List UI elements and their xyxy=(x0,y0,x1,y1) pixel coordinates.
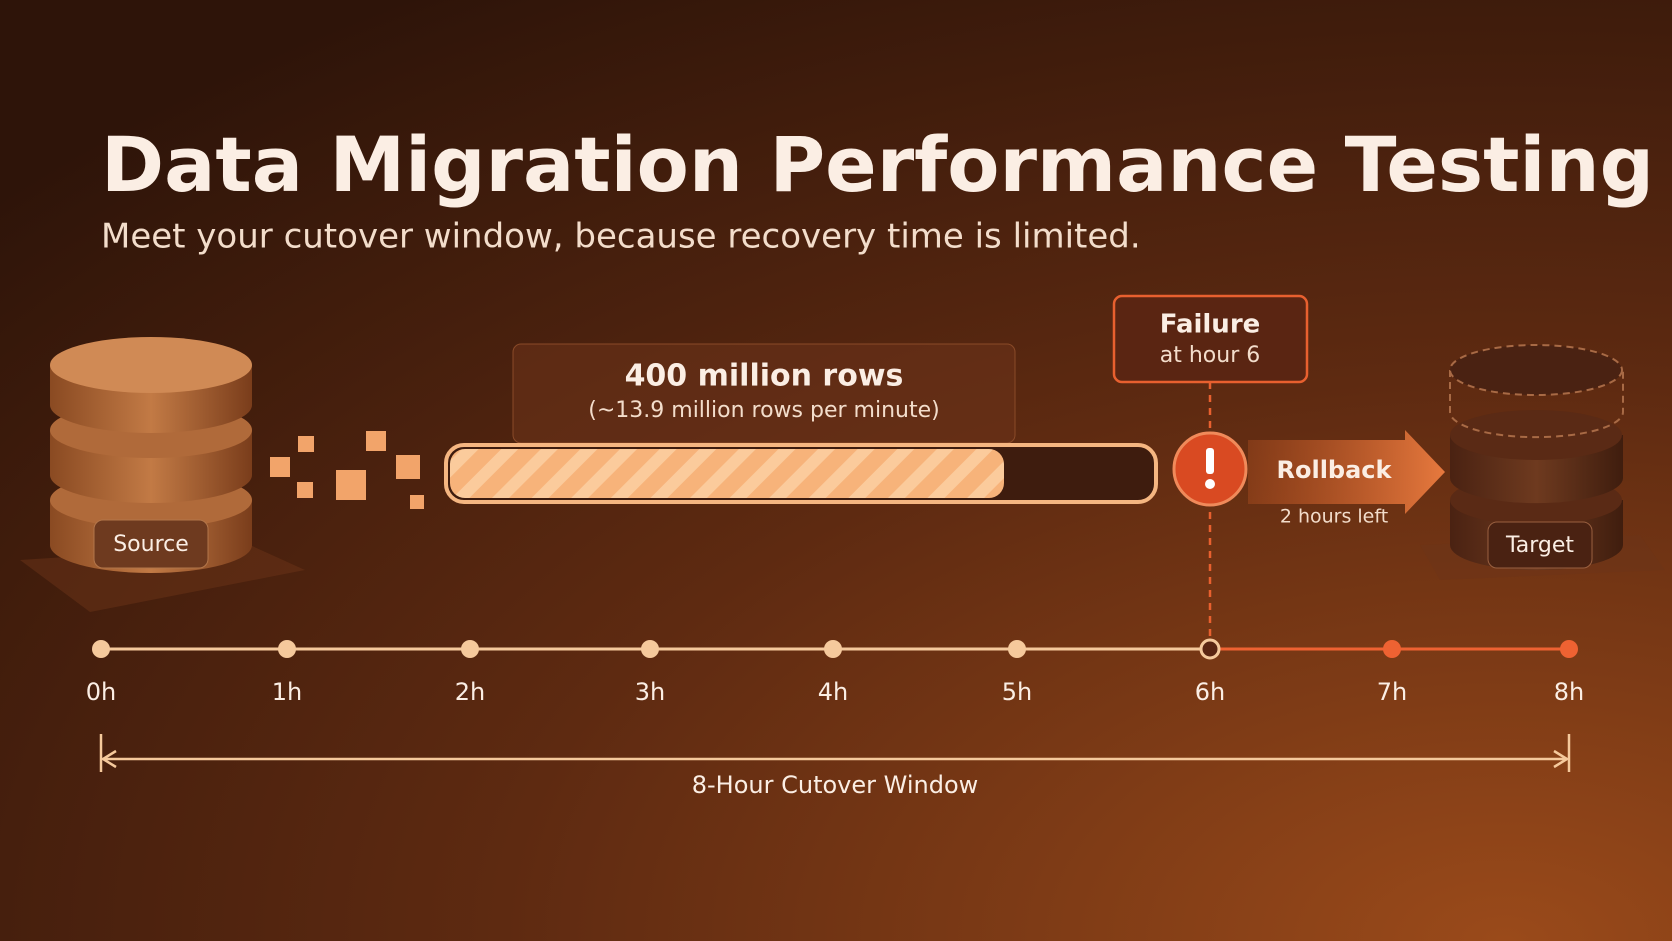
timeline-dot xyxy=(641,640,659,658)
timeline-dot xyxy=(1199,638,1221,660)
window-label: 8-Hour Cutover Window xyxy=(692,771,979,799)
timeline-dot xyxy=(278,640,296,658)
data-blocks xyxy=(270,431,424,509)
timeline-dot xyxy=(1383,640,1401,658)
target-label: Target xyxy=(1505,533,1574,558)
timeline-label: 7h xyxy=(1377,678,1407,706)
timeline-label: 2h xyxy=(455,678,485,706)
failure-icon-bar xyxy=(1206,448,1214,474)
timeline-label: 6h xyxy=(1195,678,1225,706)
subtitle: Meet your cutover window, because recove… xyxy=(101,217,1141,257)
transfer-rate: (~13.9 million rows per minute) xyxy=(588,398,939,423)
timeline-label: 0h xyxy=(86,678,116,706)
timeline-label: 3h xyxy=(635,678,665,706)
failure-icon-dot xyxy=(1205,479,1215,489)
rollback-arrow xyxy=(1248,430,1445,514)
timeline-dot xyxy=(1008,640,1026,658)
window-bracket xyxy=(99,734,1571,772)
rollback-note: 2 hours left xyxy=(1280,506,1388,528)
source-db: Source xyxy=(20,337,305,612)
target-db: Target xyxy=(1420,344,1665,580)
timeline-dot xyxy=(824,640,842,658)
timeline-dot xyxy=(92,640,110,658)
failure-title: Failure xyxy=(1160,310,1261,340)
source-label: Source xyxy=(113,532,189,557)
rollback-label: Rollback xyxy=(1277,456,1393,484)
timeline-dot xyxy=(1560,640,1578,658)
timeline-label: 4h xyxy=(818,678,848,706)
progress-fill xyxy=(450,449,1004,498)
timeline-label: 8h xyxy=(1554,678,1584,706)
transfer-label: 400 million rows xyxy=(625,359,904,394)
timeline-label: 5h xyxy=(1002,678,1032,706)
timeline-label: 1h xyxy=(272,678,302,706)
failure-detail: at hour 6 xyxy=(1160,343,1260,368)
failure-box xyxy=(1112,294,1309,384)
title: Data Migration Performance Testing xyxy=(101,120,1654,209)
timeline-ticks: 0h 1h 2h 3h 4h 5h 6h 7h 8h xyxy=(86,638,1584,706)
timeline-dot xyxy=(461,640,479,658)
